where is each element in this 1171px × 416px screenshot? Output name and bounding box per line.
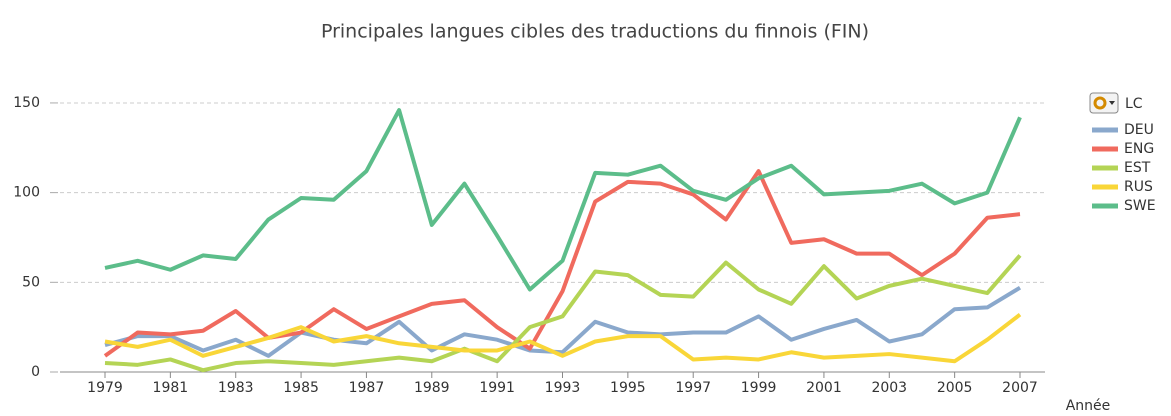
x-tick-label: 2005 <box>937 380 973 396</box>
x-tick-label: 1993 <box>545 380 581 396</box>
legend-title: LC <box>1125 96 1143 112</box>
x-tick-label: 1983 <box>218 380 254 396</box>
line-series <box>104 313 1022 364</box>
line-series <box>104 108 1022 292</box>
legend-button-arrow <box>1109 101 1115 105</box>
x-tick-label: 1985 <box>283 380 319 396</box>
x-axis-label: Année <box>1066 398 1111 414</box>
line-series <box>104 254 1022 373</box>
legend-button-icon <box>1093 96 1107 110</box>
legend-label: ENG <box>1124 141 1154 157</box>
x-tick-label: 1979 <box>87 380 123 396</box>
legend-label: DEU <box>1124 122 1154 138</box>
line-series <box>103 169 1021 358</box>
line-series <box>104 285 1022 358</box>
legend-label: SWE <box>1124 198 1156 214</box>
x-tick-label: 1981 <box>153 380 189 396</box>
x-tick-label: 1989 <box>414 380 450 396</box>
y-tick-label: 0 <box>31 364 40 380</box>
y-tick-label: 150 <box>13 95 40 111</box>
legend-icon[interactable] <box>1089 92 1119 114</box>
y-tick-label: 100 <box>13 185 40 201</box>
x-tick-label: 1987 <box>349 380 385 396</box>
y-tick-label: 50 <box>22 274 40 290</box>
legend-label: EST <box>1124 160 1151 176</box>
x-tick-label: 2003 <box>871 380 907 396</box>
x-tick-label: 2007 <box>1002 380 1038 396</box>
legend-label: RUS <box>1124 179 1153 195</box>
x-tick-label: 1995 <box>610 380 646 396</box>
chart-title: Principales langues cibles des traductio… <box>321 21 869 43</box>
x-tick-label: 1991 <box>479 380 515 396</box>
x-tick-label: 2001 <box>806 380 842 396</box>
x-tick-label: 1997 <box>675 380 711 396</box>
x-tick-label: 1999 <box>741 380 777 396</box>
